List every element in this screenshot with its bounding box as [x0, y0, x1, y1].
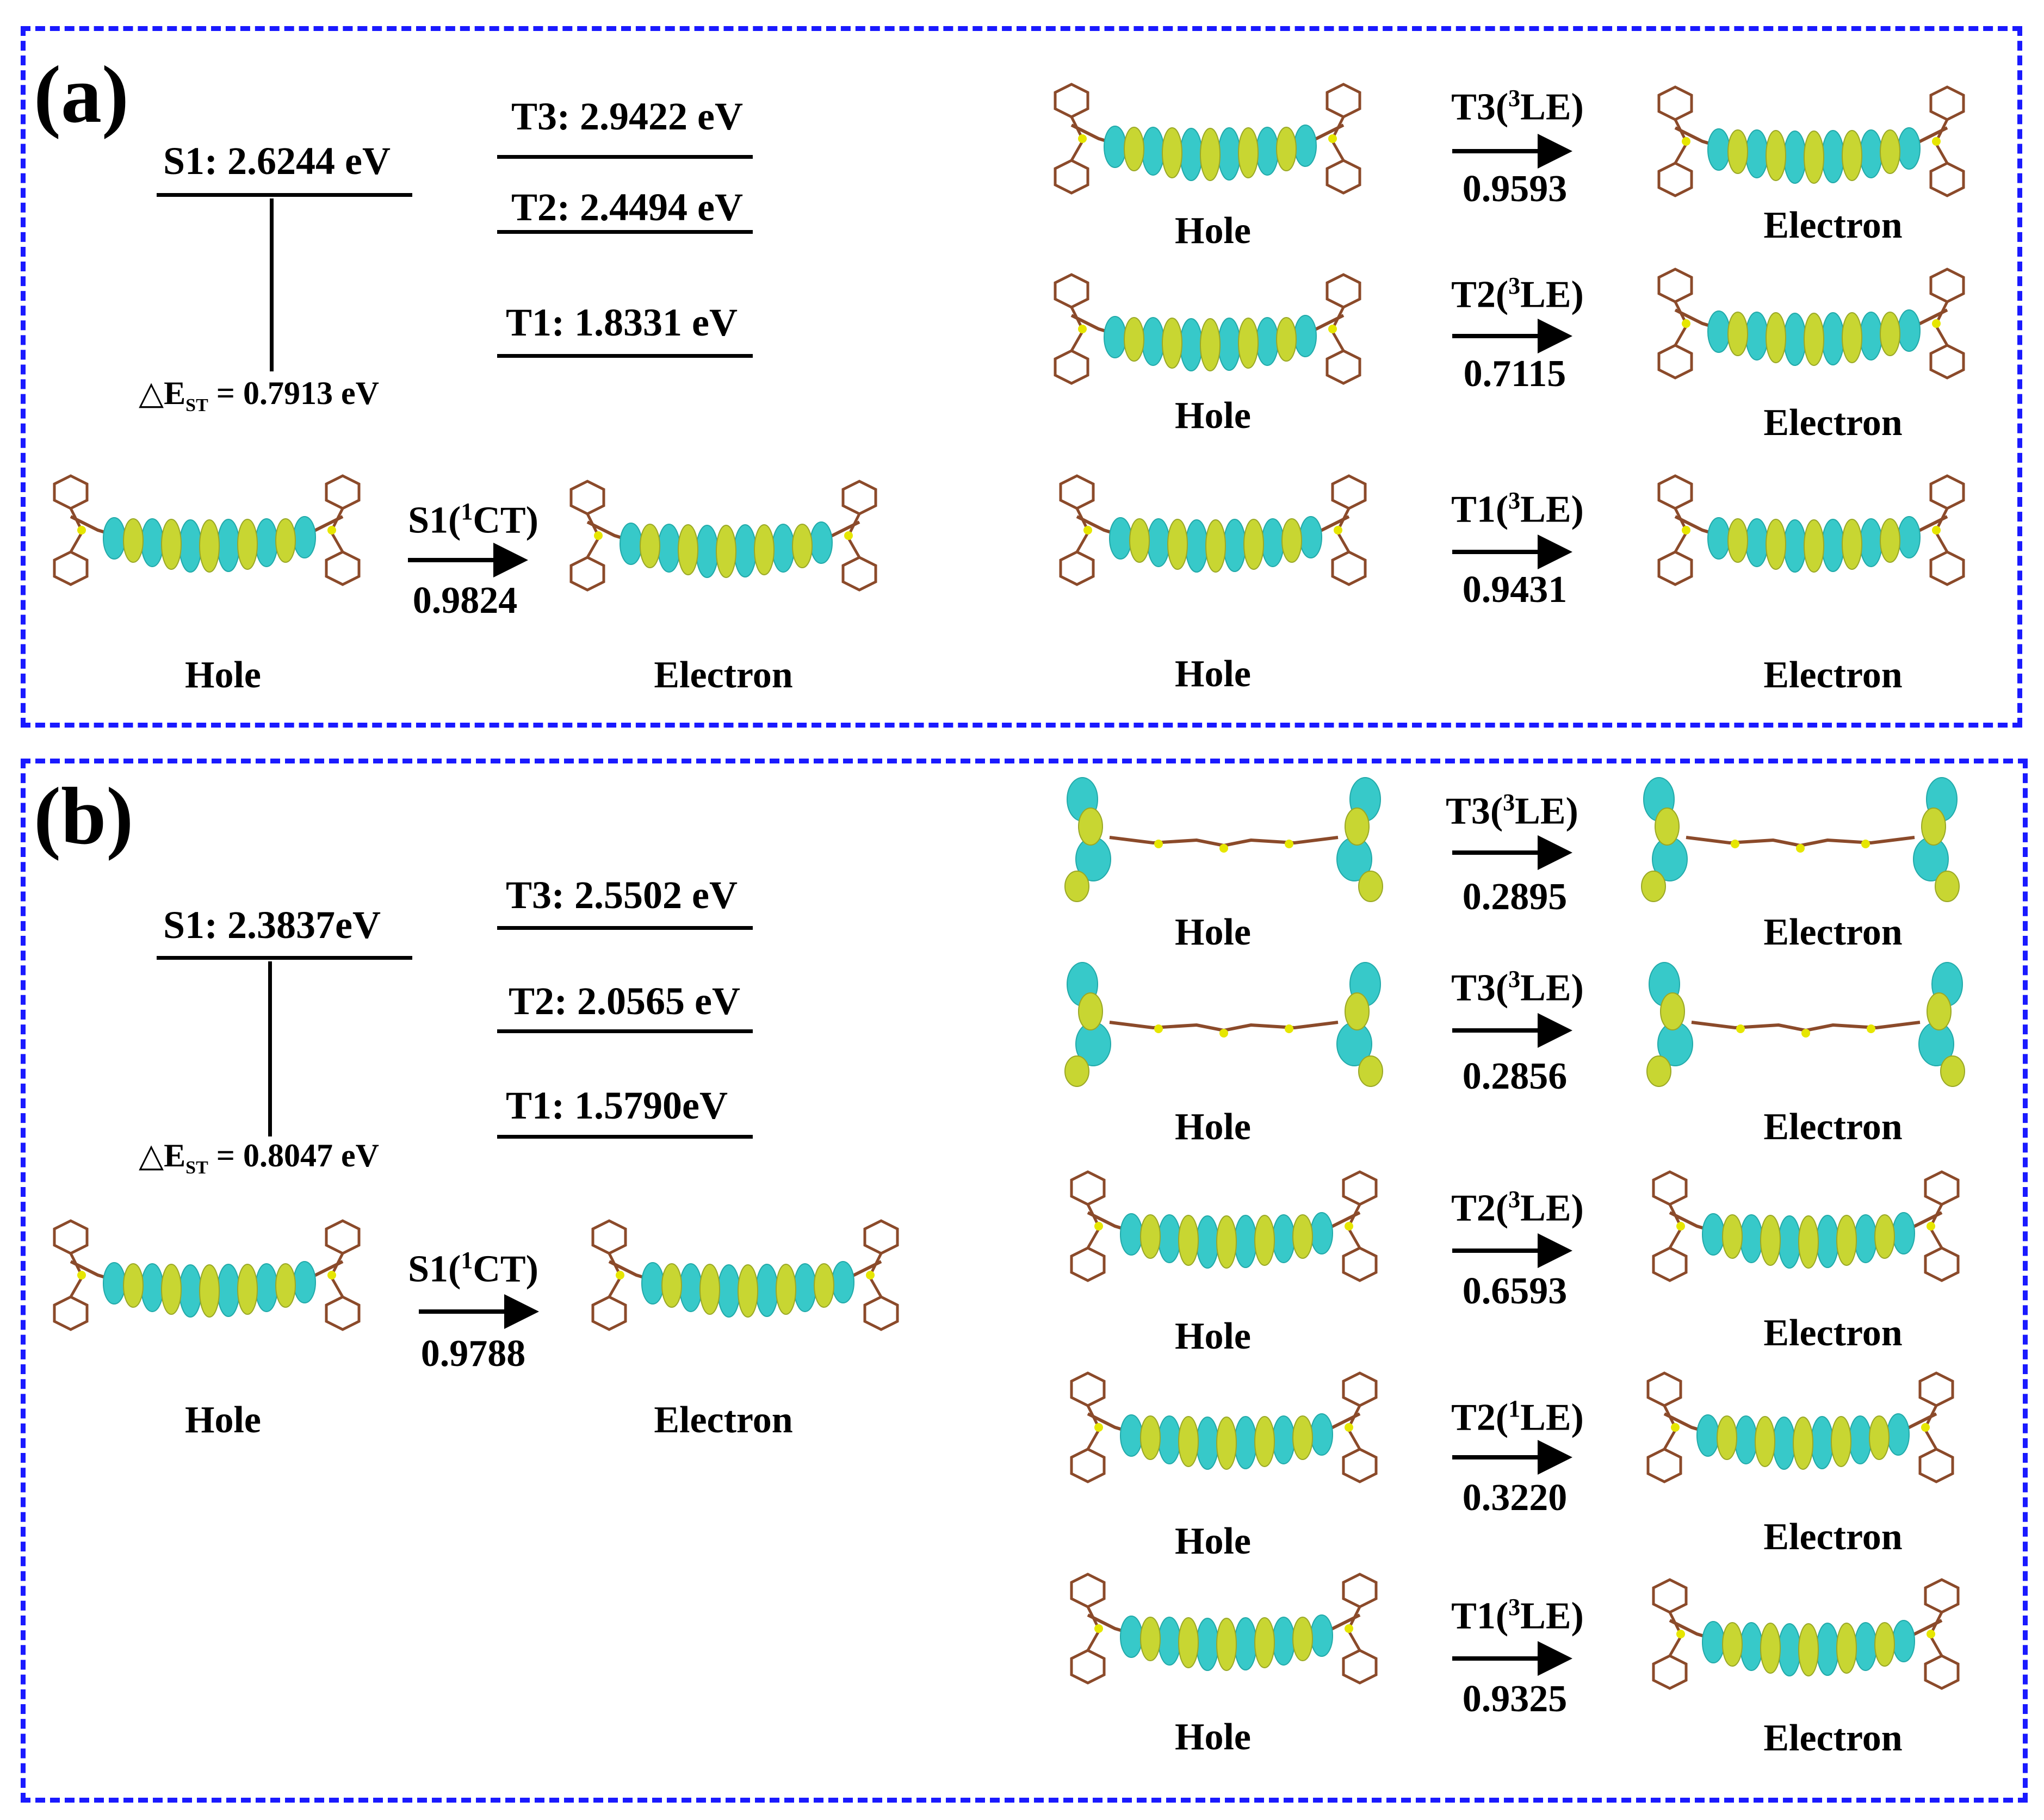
panel-a-s1-hole-caption: Hole [185, 654, 261, 696]
panel-b-t3b-electron-caption: Electron [1763, 1106, 1903, 1148]
panel-a-t1-line [497, 354, 753, 358]
panel-b-t2b-transition-value: 0.3220 [1462, 1477, 1568, 1519]
panel-b-t3a-arrow [1452, 835, 1572, 870]
panel-a-t2-transition-value: 0.7115 [1463, 353, 1566, 395]
panel-b-s1-transition-value: 0.9788 [420, 1333, 526, 1375]
panel-b-t2b-hole-caption: Hole [1175, 1520, 1251, 1562]
panel-b-t3a-electron-caption: Electron [1763, 911, 1903, 953]
panel-a-t3-hole-orbital [1050, 87, 1376, 228]
panel-b-t3a-transition-label: T3(3LE) [1446, 789, 1578, 833]
panel-b-s1-line [157, 956, 412, 960]
panel-b-t1-electron-orbital [1648, 1582, 1974, 1724]
panel-b-s1-arrow [419, 1294, 539, 1329]
panel-b-t3b-arrow [1452, 1013, 1572, 1048]
panel-a-t3-label: T3: 2.9422 eV [511, 95, 743, 138]
panel-a-t2-line [497, 230, 753, 234]
panel-b-t3b-electron-orbital [1648, 962, 1974, 1104]
panel-a-s1-line [157, 193, 412, 197]
panel-a-t2-electron-orbital [1653, 272, 1980, 413]
panel-b-t2b-electron-orbital [1643, 1376, 1969, 1517]
panel-a-t3-line [497, 155, 753, 159]
panel-b-delta-est: △EST = 0.8047 eV [139, 1138, 379, 1178]
panel-a-t2-hole-caption: Hole [1175, 395, 1251, 437]
panel-a-t2-transition-label: T2(3LE) [1451, 272, 1584, 316]
panel-a-s1-label: S1: 2.6244 eV [163, 139, 391, 183]
panel-a-t3-transition-value: 0.9593 [1462, 168, 1568, 210]
panel-a-s1-hole-orbital [49, 479, 375, 620]
panel-b-letter: (b) [34, 771, 134, 861]
panel-a-gap-line [270, 198, 274, 371]
panel-a-t3-electron-caption: Electron [1763, 204, 1903, 246]
panel-b-t3b-transition-value: 0.2856 [1462, 1055, 1568, 1097]
panel-b [21, 759, 2028, 1803]
panel-b-t2b-arrow [1452, 1440, 1572, 1475]
panel-b-t3b-transition-label: T3(3LE) [1451, 966, 1584, 1009]
panel-b-t3b-hole-orbital [1066, 962, 1392, 1104]
panel-b-t3a-transition-value: 0.2895 [1462, 876, 1568, 918]
panel-b-t3a-hole-orbital [1066, 778, 1392, 919]
panel-b-t1-label: T1: 1.5790eV [506, 1084, 728, 1127]
panel-b-t2a-electron-orbital [1648, 1175, 1974, 1316]
panel-b-t3b-hole-caption: Hole [1175, 1106, 1251, 1148]
panel-a-t1-arrow [1452, 535, 1572, 569]
panel-a-t1-transition-value: 0.9431 [1462, 569, 1568, 611]
panel-a-t1-electron-caption: Electron [1763, 654, 1903, 696]
panel-b-t2a-arrow [1452, 1233, 1572, 1268]
panel-b-t2b-electron-caption: Electron [1763, 1516, 1903, 1558]
panel-b-t3-label: T3: 2.5502 eV [506, 873, 738, 917]
panel-b-t2a-hole-caption: Hole [1175, 1315, 1251, 1357]
panel-a-t1-transition-label: T1(3LE) [1451, 487, 1584, 531]
panel-a-t1-hole-caption: Hole [1175, 653, 1251, 695]
panel-a-s1-electron-caption: Electron [654, 654, 793, 696]
panel-a-t3-arrow [1452, 134, 1572, 169]
panel-a-t3-transition-label: T3(3LE) [1451, 85, 1584, 128]
panel-a-t2-arrow [1452, 319, 1572, 353]
panel-b-t2a-transition-label: T2(3LE) [1451, 1186, 1584, 1229]
panel-a-t3-hole-caption: Hole [1175, 210, 1251, 252]
panel-b-t1-hole-orbital [1066, 1577, 1392, 1718]
panel-b-t2-line [497, 1029, 753, 1033]
panel-b-t3a-electron-orbital [1643, 778, 1969, 919]
panel-a-t1-hole-orbital [1055, 479, 1382, 620]
panel-b-t1-arrow [1452, 1641, 1572, 1676]
panel-b-s1-hole-caption: Hole [185, 1399, 261, 1441]
panel-b-s1-electron-orbital [587, 1223, 914, 1365]
panel-a [21, 26, 2022, 728]
panel-a-delta-est: △EST = 0.7913 eV [139, 375, 379, 415]
panel-b-t1-line [497, 1135, 753, 1139]
panel-a-s1-transition-label: S1(1CT) [408, 498, 538, 542]
panel-b-gap-line [268, 961, 272, 1136]
panel-a-s1-electron-orbital [566, 484, 892, 625]
panel-a-s1-arrow [408, 543, 528, 577]
panel-b-t1-electron-caption: Electron [1763, 1717, 1903, 1759]
panel-b-t2b-transition-label: T2(1LE) [1451, 1395, 1584, 1439]
panel-b-t3-line [497, 926, 753, 930]
panel-b-t1-transition-value: 0.9325 [1462, 1678, 1568, 1720]
panel-b-t2a-electron-caption: Electron [1763, 1312, 1903, 1354]
panel-a-s1-transition-value: 0.9824 [412, 580, 518, 622]
panel-b-t1-transition-label: T1(3LE) [1451, 1594, 1584, 1637]
panel-b-s1-transition-label: S1(1CT) [408, 1247, 538, 1290]
panel-a-t1-electron-orbital [1653, 479, 1980, 620]
panel-b-t2a-hole-orbital [1066, 1175, 1392, 1316]
panel-b-t2b-hole-orbital [1066, 1376, 1392, 1517]
panel-b-s1-electron-caption: Electron [654, 1399, 793, 1441]
panel-a-letter: (a) [34, 49, 129, 140]
panel-b-t2a-transition-value: 0.6593 [1462, 1270, 1568, 1312]
panel-b-t2-label: T2: 2.0565 eV [509, 979, 740, 1023]
panel-b-s1-hole-orbital [49, 1223, 375, 1365]
panel-a-t1-label: T1: 1.8331 eV [506, 301, 738, 344]
panel-b-s1-label: S1: 2.3837eV [163, 903, 381, 947]
panel-a-t2-label: T2: 2.4494 eV [511, 185, 743, 229]
panel-a-t2-electron-caption: Electron [1763, 402, 1903, 444]
panel-b-t1-hole-caption: Hole [1175, 1716, 1251, 1758]
panel-b-t3a-hole-caption: Hole [1175, 911, 1251, 953]
